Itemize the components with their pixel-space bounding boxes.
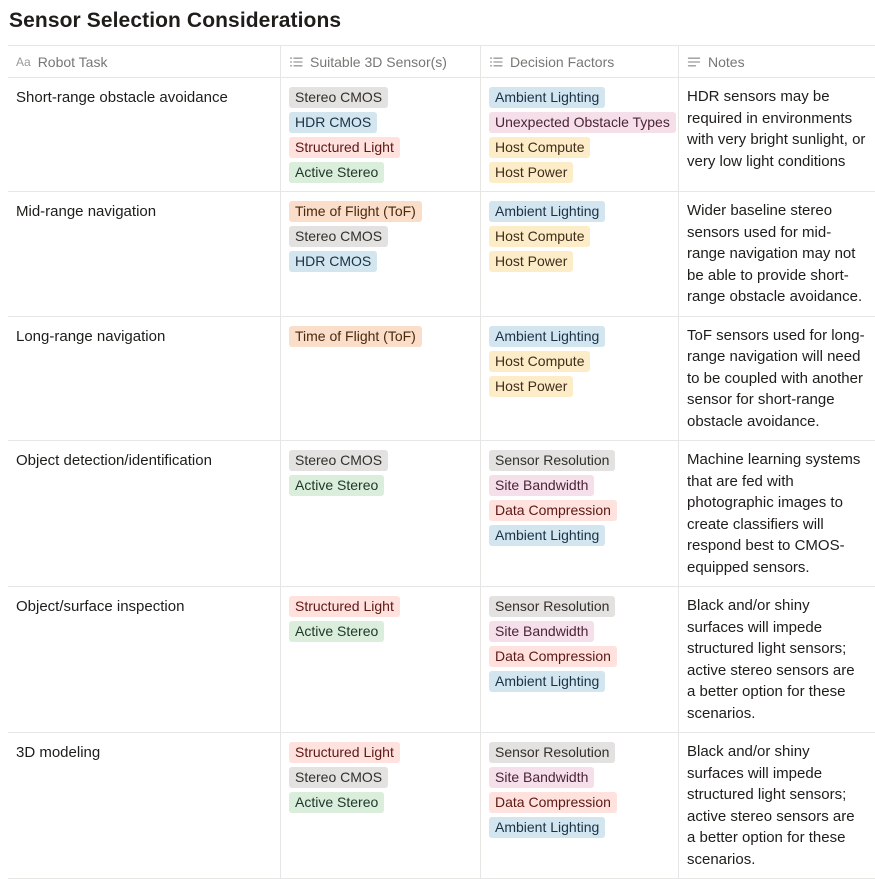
cell-notes[interactable]: Wider baseline stereo sensors used for m… (687, 202, 863, 305)
sensor-tag: Stereo CMOS (289, 767, 389, 788)
cell-decision-factors[interactable]: Sensor Resolution Site Bandwidth Data Comp… (481, 441, 679, 586)
cell-notes[interactable]: HDR sensors may be required in environme… (687, 88, 866, 170)
factor-tag: Site Bandwidth (489, 621, 595, 642)
table-header: Aa Robot Task Suitable 3D Sensor(s) Decisio… (8, 46, 875, 78)
text-icon (687, 55, 701, 69)
sensor-tag: Stereo CMOS (289, 87, 389, 108)
column-header-label: Notes (708, 53, 745, 70)
sensor-tag: HDR CMOS (289, 251, 378, 272)
sensor-tag: Stereo CMOS (289, 226, 389, 247)
factor-tag: Ambient Lighting (489, 525, 606, 546)
factor-tag: Host Power (489, 162, 574, 183)
factor-tag: Host Power (489, 375, 574, 397)
factor-tag: Host Compute (489, 137, 591, 158)
column-header-robot-task[interactable]: Aa Robot Task (8, 46, 281, 77)
cell-decision-factors[interactable]: Sensor Resolution Site Bandwidth Data Comp… (481, 587, 679, 732)
column-header-label: Decision Factors (510, 53, 615, 70)
sensor-tag: Active Stereo (289, 162, 385, 183)
cell-decision-factors[interactable]: Ambient Lighting Host Compute Host Power (481, 192, 679, 316)
sensor-tag: Structured Light (289, 137, 400, 158)
multiselect-icon (289, 55, 303, 69)
factor-tag: Ambient Lighting (489, 671, 606, 692)
cell-robot-task[interactable]: Short-range obstacle avoidance (8, 78, 281, 191)
table-row: Long-range navigation Time of Flight (ToF… (8, 316, 875, 441)
factor-tag: Host Compute (489, 226, 591, 247)
factor-tag: Site Bandwidth (489, 475, 595, 496)
sensor-tag: Stereo CMOS (289, 450, 389, 471)
table-row: Object/surface inspection Structured Ligh… (8, 587, 875, 733)
cell-robot-task[interactable]: Object/surface inspection (8, 587, 281, 732)
cell-suitable-sensors[interactable]: Time of Flight (ToF) (281, 316, 481, 440)
table-row: 3D modeling Structured Light Stereo CMOS Ac… (8, 733, 875, 879)
cell-suitable-sensors[interactable]: Structured Light Active Stereo (281, 587, 481, 732)
sensor-tag: Active Stereo (289, 621, 385, 642)
cell-robot-task[interactable]: Object detection/identification (8, 441, 281, 586)
sensor-tag: Active Stereo (289, 792, 385, 813)
page-title: Sensor Selection Considerations (9, 9, 342, 32)
factor-tag: Ambient Lighting (489, 325, 606, 347)
cell-decision-factors[interactable]: Ambient Lighting Unexpected Obstacle Type… (481, 78, 679, 191)
table-row: Mid-range navigation Time of Flight (ToF)… (8, 192, 875, 317)
cell-notes[interactable]: Black and/or shiny surfaces will impede … (687, 743, 855, 868)
sensor-tag: Time of Flight (ToF) (289, 201, 422, 222)
factor-tag: Host Power (489, 251, 574, 272)
column-header-notes[interactable]: Notes (679, 46, 875, 77)
cell-notes[interactable]: ToF sensors used for long-range navigati… (687, 326, 865, 430)
factor-tag: Unexpected Obstacle Types (489, 112, 676, 133)
column-header-decision-factors[interactable]: Decision Factors (481, 46, 679, 77)
table-row: Object detection/identification Stereo CM… (8, 441, 875, 587)
cell-suitable-sensors[interactable]: Time of Flight (ToF) Stereo CMOS HDR CMOS (281, 192, 481, 316)
cell-decision-factors[interactable]: Ambient Lighting Host Compute Host Power (481, 316, 679, 440)
cell-robot-task[interactable]: Mid-range navigation (8, 192, 281, 316)
factor-tag: Sensor Resolution (489, 742, 616, 763)
factor-tag: Ambient Lighting (489, 87, 606, 108)
sensor-tag: Active Stereo (289, 475, 385, 496)
title-icon: Aa (16, 54, 31, 69)
factor-tag: Data Compression (489, 500, 617, 521)
column-header-label: Suitable 3D Sensor(s) (310, 53, 447, 70)
sensor-tag: Structured Light (289, 742, 400, 763)
cell-robot-task[interactable]: 3D modeling (8, 733, 281, 878)
sensor-tag: HDR CMOS (289, 112, 378, 133)
factor-tag: Data Compression (489, 792, 617, 813)
factor-tag: Data Compression (489, 646, 617, 667)
cell-suitable-sensors[interactable]: Structured Light Stereo CMOS Active Stereo (281, 733, 481, 878)
factor-tag: Ambient Lighting (489, 201, 606, 222)
table-body: Short-range obstacle avoidance Stereo CMO… (8, 78, 875, 879)
multiselect-icon (489, 55, 503, 69)
cell-notes[interactable]: Black and/or shiny surfaces will impede … (687, 597, 855, 722)
factor-tag: Sensor Resolution (489, 596, 616, 617)
cell-suitable-sensors[interactable]: Stereo CMOS HDR CMOS Structured Light Activ… (281, 78, 481, 191)
cell-notes[interactable]: Machine learning systems that are fed wi… (687, 451, 861, 576)
cell-robot-task[interactable]: Long-range navigation (8, 316, 281, 440)
column-header-suitable-3d-sensor-s[interactable]: Suitable 3D Sensor(s) (281, 46, 481, 77)
sensor-tag: Structured Light (289, 596, 400, 617)
table-row: Short-range obstacle avoidance Stereo CMO… (8, 78, 875, 192)
table: Aa Robot Task Suitable 3D Sensor(s) Decisio… (8, 45, 875, 879)
factor-tag: Sensor Resolution (489, 450, 616, 471)
factor-tag: Host Compute (489, 350, 591, 372)
factor-tag: Ambient Lighting (489, 817, 606, 838)
column-header-label: Robot Task (37, 53, 108, 70)
cell-decision-factors[interactable]: Sensor Resolution Site Bandwidth Data Comp… (481, 733, 679, 878)
cell-suitable-sensors[interactable]: Stereo CMOS Active Stereo (281, 441, 481, 586)
factor-tag: Site Bandwidth (489, 767, 595, 788)
sensor-tag: Time of Flight (ToF) (289, 325, 422, 347)
